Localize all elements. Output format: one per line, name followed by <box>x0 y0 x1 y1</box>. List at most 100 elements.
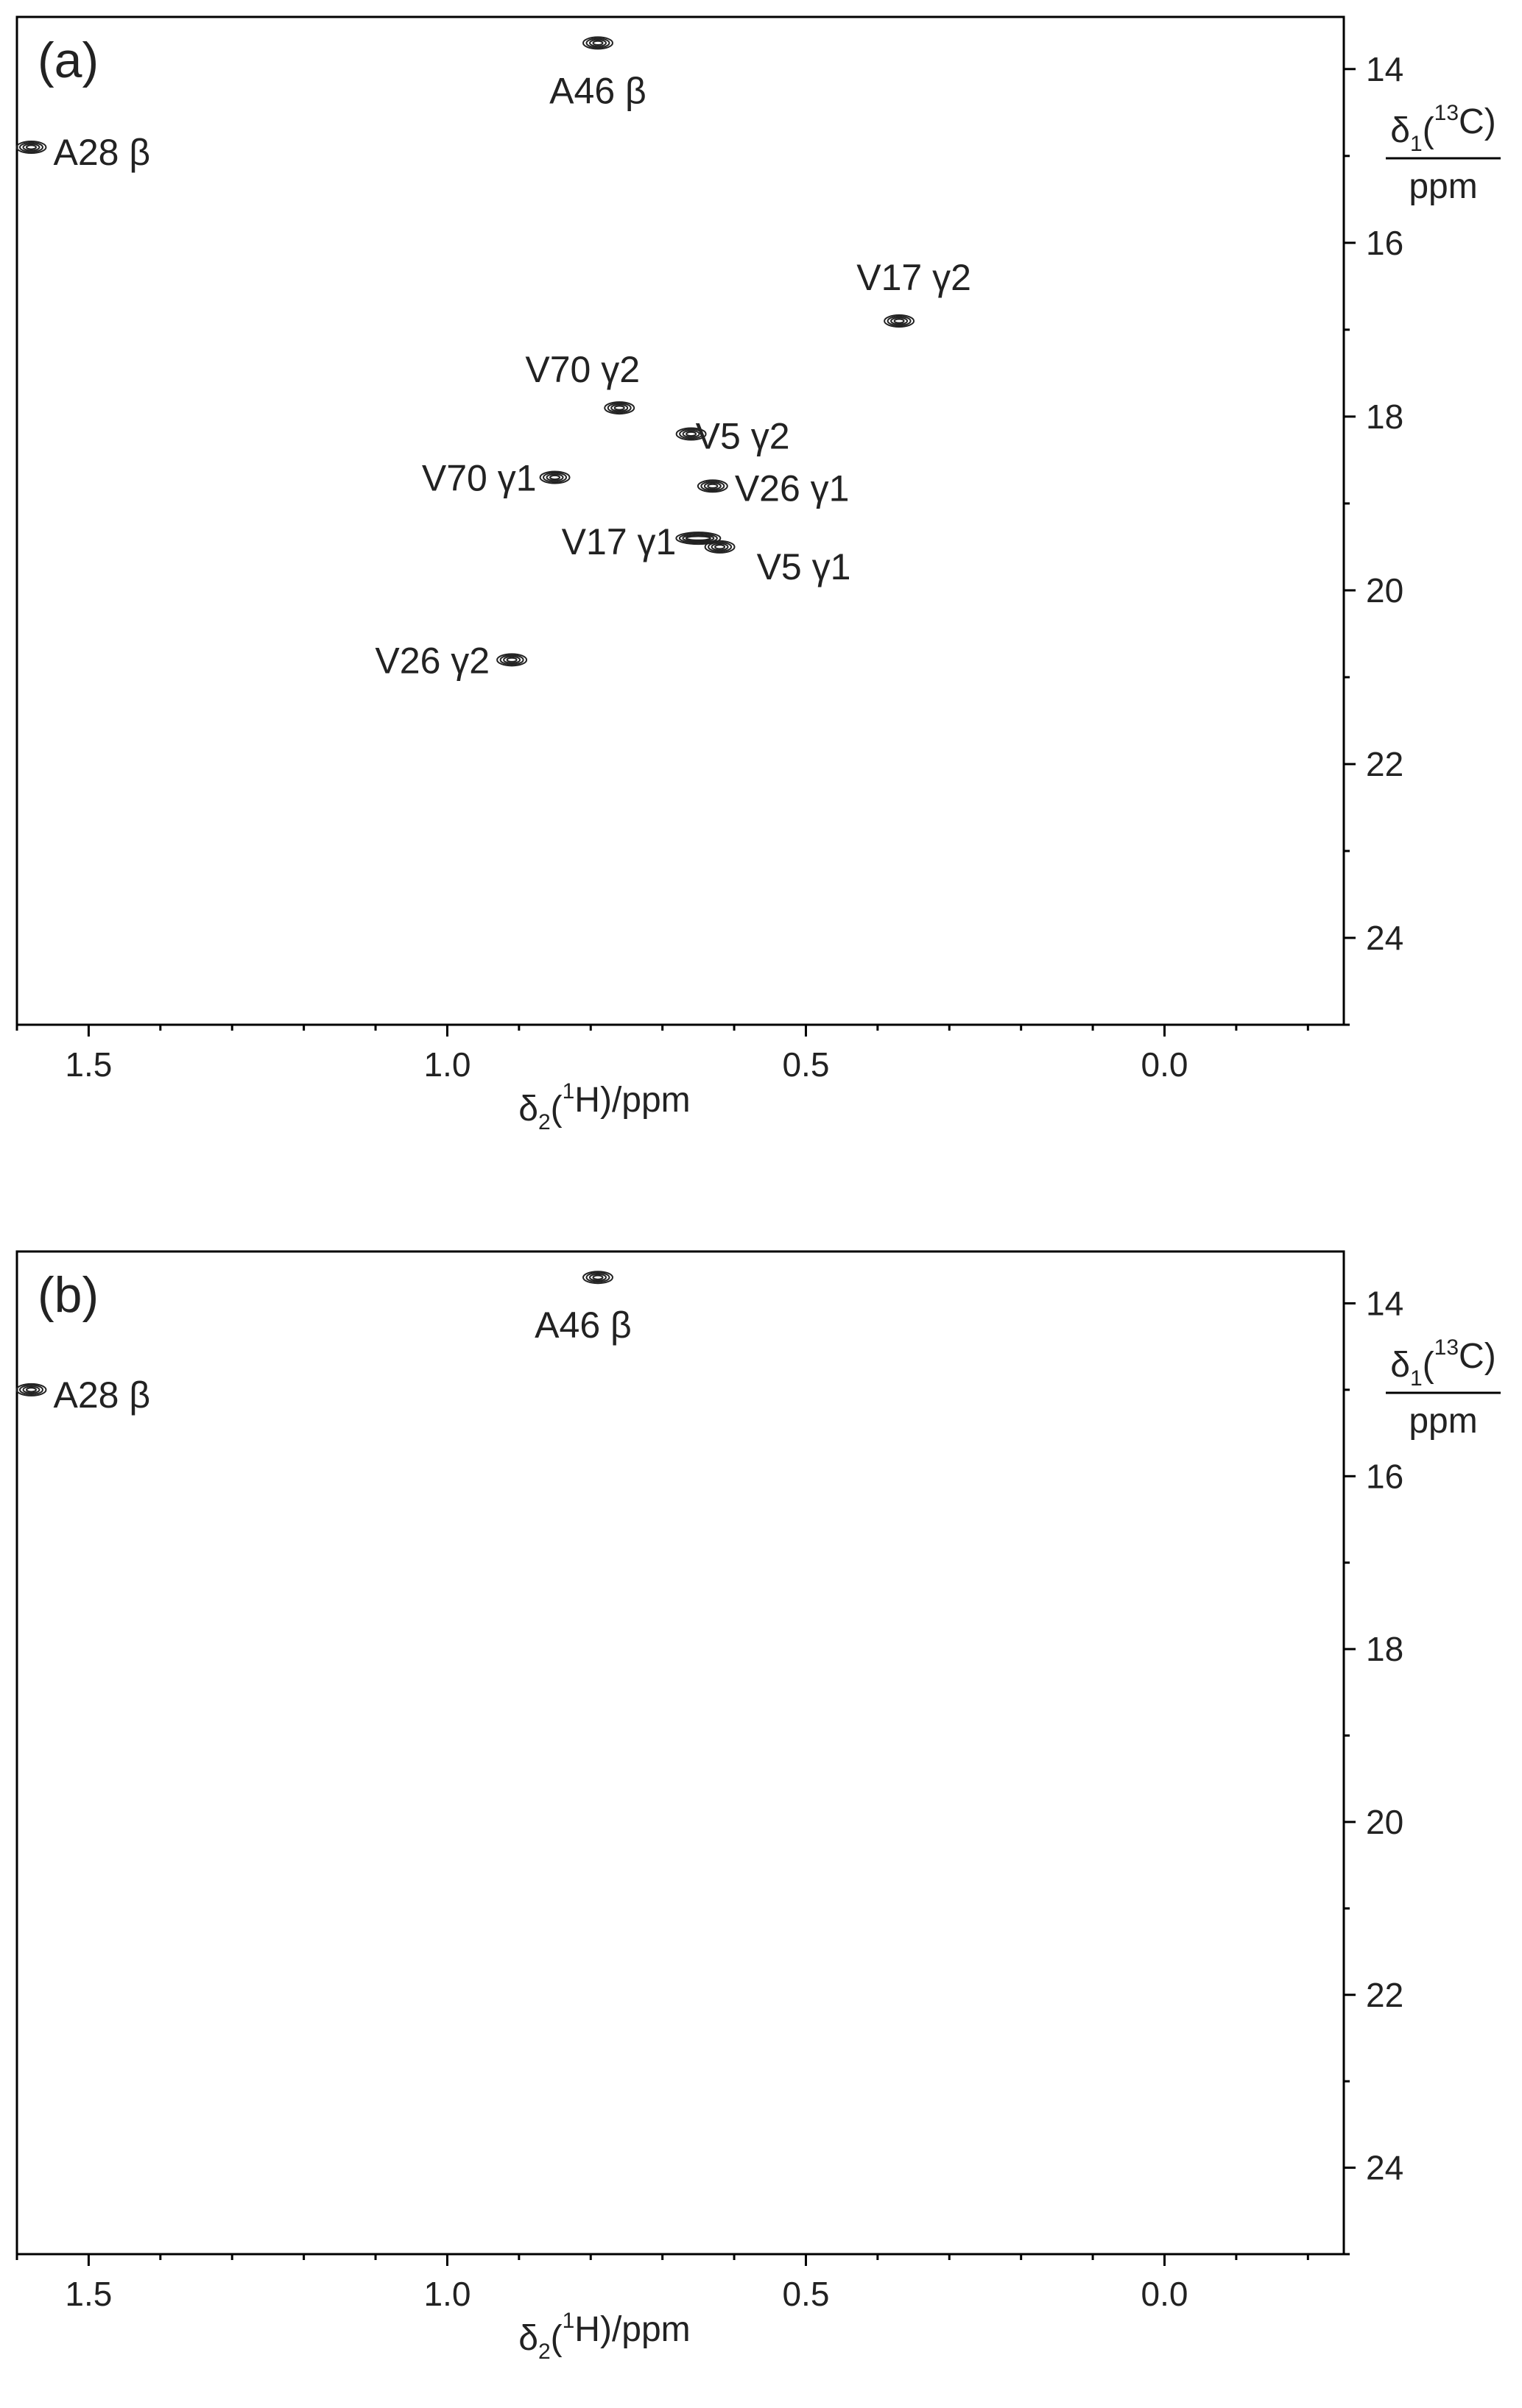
peak-contour <box>549 474 561 481</box>
peak-contour <box>22 1385 40 1394</box>
peak <box>539 470 571 484</box>
y-axis-label-main: δ <box>1390 1346 1410 1385</box>
peak-contour <box>679 428 704 439</box>
x-tick-label: 0.0 <box>1141 2275 1188 2313</box>
peak-contour <box>675 532 722 545</box>
peak-contour <box>25 144 37 150</box>
peak-contour <box>22 143 40 152</box>
peak-contour <box>607 402 632 414</box>
x-axis-label-sub: 2 <box>538 1110 551 1134</box>
peak <box>582 1271 613 1285</box>
peak-contour <box>711 543 729 551</box>
peak <box>582 36 613 50</box>
peak-label: V26 γ2 <box>375 640 490 681</box>
peak-contour <box>496 653 528 667</box>
plot-frame <box>15 1250 1345 2256</box>
panel-b: 1.5 1.0 0.5 0.0141618202224(b)δ2(1H)/ppmδ1(… <box>15 1250 1501 2364</box>
x-tick-label: 1.5 <box>65 2275 112 2313</box>
peak-contour <box>18 1384 43 1396</box>
y-tick-label: 22 <box>1366 1976 1403 2014</box>
peak-contour <box>25 1387 37 1393</box>
peak-label: V5 γ2 <box>696 415 790 456</box>
y-tick-label: 16 <box>1366 224 1403 262</box>
y-axis-label-sub: 1 <box>1410 1366 1423 1391</box>
y-axis-unit: ppm <box>1409 167 1477 206</box>
y-tick-label: 18 <box>1366 1630 1403 1668</box>
peak-contour <box>697 479 728 493</box>
peak-contour <box>592 1274 604 1280</box>
y-axis-label-rest: C) <box>1459 1337 1496 1376</box>
panel-label: (a) <box>38 32 99 88</box>
y-axis-label-sub: 1 <box>1410 132 1423 156</box>
peak-contour <box>682 534 715 543</box>
peak-contour <box>499 654 524 665</box>
peak-contour <box>887 315 912 327</box>
peak-label: V17 γ1 <box>562 521 677 562</box>
peak-contour <box>585 1272 610 1283</box>
peak-contour <box>678 532 718 544</box>
peak-contour <box>15 141 47 155</box>
peak <box>697 479 728 493</box>
peak-contour <box>503 655 521 664</box>
x-axis-label-open: ( <box>551 2319 563 2358</box>
x-axis-label-sub: 2 <box>538 2340 551 2364</box>
y-tick-label: 14 <box>1366 50 1403 88</box>
x-axis-label-sup: 1 <box>563 1079 575 1104</box>
x-axis-label-main: δ <box>518 1090 538 1129</box>
y-axis-label-open: ( <box>1423 1346 1434 1385</box>
y-axis-label-sup: 13 <box>1434 1335 1459 1360</box>
peak-contour <box>675 427 707 441</box>
peak-label: A46 β <box>535 1304 632 1346</box>
peak-contour <box>588 1273 607 1282</box>
peak-contour <box>714 544 726 550</box>
peak-label: V26 γ1 <box>735 467 850 509</box>
x-tick-label: 0.0 <box>1141 1045 1188 1084</box>
peak-contour <box>707 483 719 489</box>
peak-contour <box>893 318 905 324</box>
x-axis-label-rest: H)/ppm <box>574 2310 690 2349</box>
peak <box>704 540 736 554</box>
x-axis-label: δ2(1H)/ppm <box>518 1079 690 1134</box>
peak-label: V5 γ1 <box>757 546 851 587</box>
x-axis-label-main: δ <box>518 2319 538 2358</box>
peak-contour <box>685 535 711 541</box>
peak <box>15 1383 47 1397</box>
y-axis-label: δ1(13C) <box>1390 1335 1495 1391</box>
y-tick-label: 18 <box>1366 398 1403 436</box>
peak-contour <box>592 40 604 46</box>
y-axis-label-sup: 13 <box>1434 101 1459 125</box>
x-tick-label: 0.5 <box>782 1045 829 1084</box>
peak-contour <box>610 403 629 412</box>
peak-contour <box>506 657 518 663</box>
x-axis-label-sup: 1 <box>563 2309 575 2333</box>
peak-contour <box>700 481 725 492</box>
peak-contour <box>539 470 571 484</box>
y-tick-label: 20 <box>1366 1803 1403 1841</box>
peak-contour <box>686 431 697 437</box>
peak-label: A28 β <box>53 132 150 173</box>
peak <box>15 141 47 155</box>
peak-contour <box>15 1383 47 1397</box>
peak-label: A28 β <box>53 1374 150 1416</box>
x-tick-label: 1.0 <box>423 2275 471 2313</box>
peak-contour <box>582 1271 613 1285</box>
peak <box>496 653 528 667</box>
x-axis-label-open: ( <box>551 1090 563 1129</box>
y-axis-label-open: ( <box>1423 111 1434 150</box>
peak-contour <box>708 541 733 553</box>
peak-contour <box>585 38 610 49</box>
y-axis-label: δ1(13C) <box>1390 101 1495 156</box>
peak-contour <box>588 39 607 47</box>
peak-label: V70 γ2 <box>525 349 640 390</box>
peak <box>604 401 635 415</box>
x-axis-label: δ2(1H)/ppm <box>518 2309 690 2364</box>
y-axis-label-main: δ <box>1390 111 1410 150</box>
peak-contour <box>18 141 43 153</box>
panel-a: 1.5 1.0 0.5 0.0141618202224(a)δ2(1H)/ppmδ1(… <box>15 15 1501 1134</box>
peak-contour <box>890 317 909 325</box>
y-tick-label: 24 <box>1366 2149 1403 2187</box>
y-tick-label: 14 <box>1366 1284 1403 1322</box>
panel-label: (b) <box>38 1267 99 1323</box>
peak-label: V17 γ2 <box>856 257 971 298</box>
